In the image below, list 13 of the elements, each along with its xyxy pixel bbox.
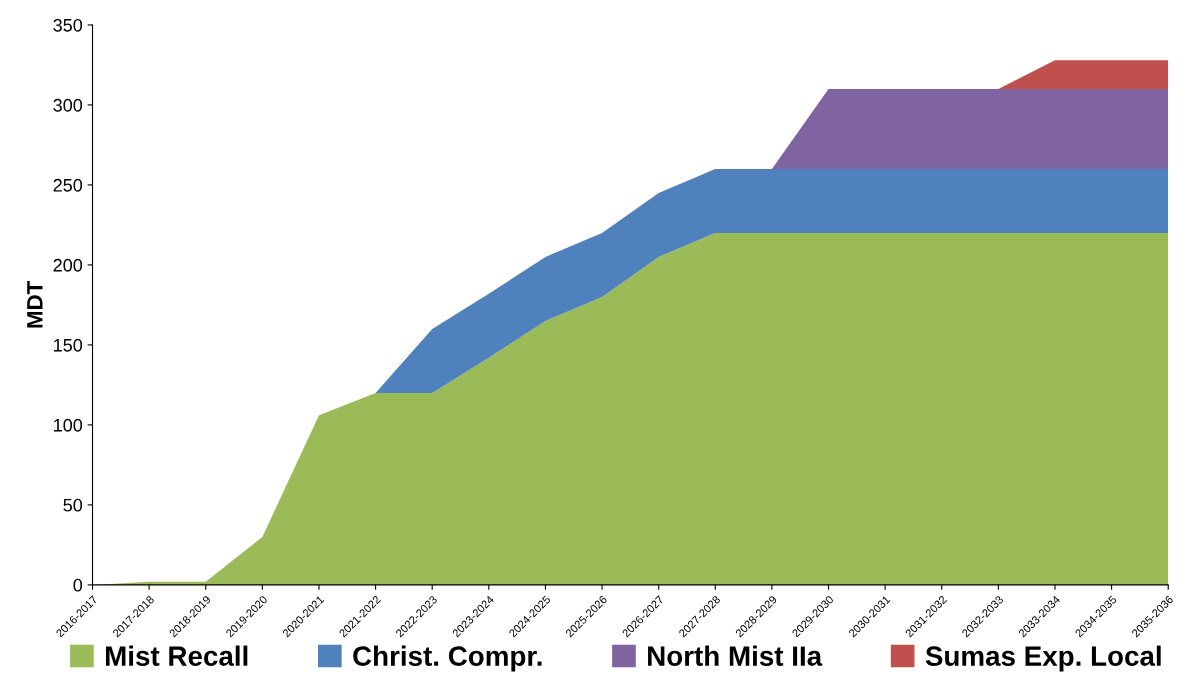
- y-tick-label: 300: [53, 98, 83, 112]
- legend-label: North Mist IIa: [648, 645, 823, 666]
- legend-label: Mist Recall: [106, 645, 248, 666]
- y-tick-label: 50: [63, 498, 83, 512]
- y-tick-label: 100: [54, 418, 83, 432]
- y-tick-label: 150: [54, 338, 83, 352]
- legend-label: Sumas Exp. Local: [925, 645, 1161, 672]
- y-tick-label: 200: [53, 258, 83, 272]
- legend-label: Christ. Compr.: [353, 645, 542, 672]
- y-axis-title: MDT: [27, 281, 43, 328]
- y-tick-label: 0: [73, 578, 83, 592]
- y-tick-label: 350: [53, 18, 83, 32]
- y-tick-label: 250: [53, 178, 83, 192]
